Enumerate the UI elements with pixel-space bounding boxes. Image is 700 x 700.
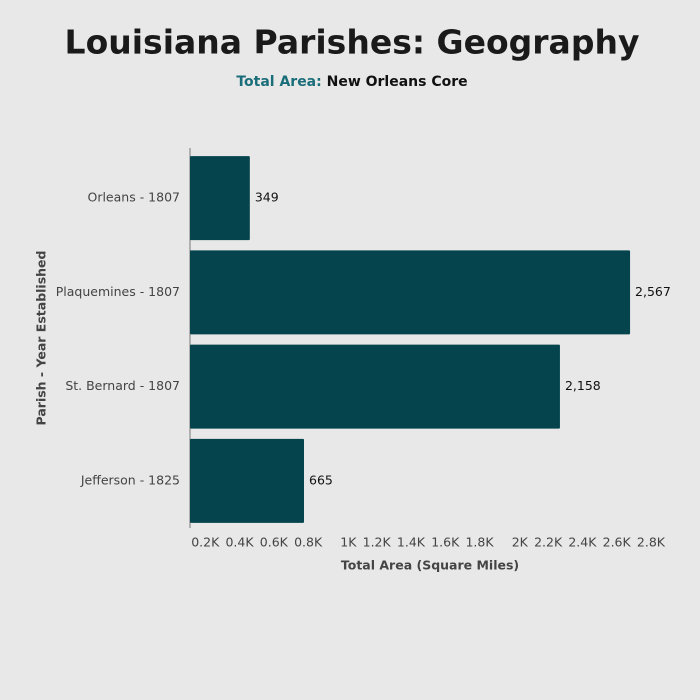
x-tick-label: 2K bbox=[512, 535, 529, 550]
y-tick-label: Orleans - 1807 bbox=[87, 190, 180, 205]
y-tick-label: St. Bernard - 1807 bbox=[65, 378, 180, 393]
x-tick-label: 0.2K bbox=[191, 535, 220, 550]
bar bbox=[190, 250, 631, 335]
data-label: 665 bbox=[309, 472, 333, 487]
bar bbox=[190, 156, 250, 241]
x-tick-label: 0.4K bbox=[225, 535, 254, 550]
y-tick-label: Plaquemines - 1807 bbox=[56, 284, 180, 299]
bar bbox=[190, 438, 304, 523]
x-tick-label: 1.6K bbox=[431, 535, 460, 550]
x-tick-label: 2.8K bbox=[637, 535, 666, 550]
x-tick-label: 0.6K bbox=[260, 535, 289, 550]
x-tick-label: 1K bbox=[340, 535, 357, 550]
bar bbox=[190, 344, 560, 429]
x-tick-label: 2.2K bbox=[534, 535, 563, 550]
x-tick-label: 1.8K bbox=[465, 535, 494, 550]
y-tick-label: Jefferson - 1825 bbox=[80, 472, 180, 487]
x-axis-title: Total Area (Square Miles) bbox=[341, 558, 519, 573]
subtitle-text: New Orleans Core bbox=[327, 74, 468, 90]
x-tick-label: 0.8K bbox=[294, 535, 323, 550]
x-tick-label: 2.4K bbox=[568, 535, 597, 550]
x-tick-label: 2.6K bbox=[603, 535, 632, 550]
data-label: 2,567 bbox=[635, 284, 671, 299]
data-label: 2,158 bbox=[565, 378, 601, 393]
subtitle-label: Total Area: bbox=[236, 74, 321, 90]
x-tick-label: 1.4K bbox=[397, 535, 426, 550]
chart-subtitle: Total Area: New Orleans Core bbox=[236, 74, 467, 90]
chart-title: Louisiana Parishes: Geography bbox=[65, 23, 640, 62]
y-axis-title: Parish - Year Established bbox=[34, 251, 49, 426]
data-label: 349 bbox=[255, 190, 279, 205]
x-tick-label: 1.2K bbox=[363, 535, 392, 550]
